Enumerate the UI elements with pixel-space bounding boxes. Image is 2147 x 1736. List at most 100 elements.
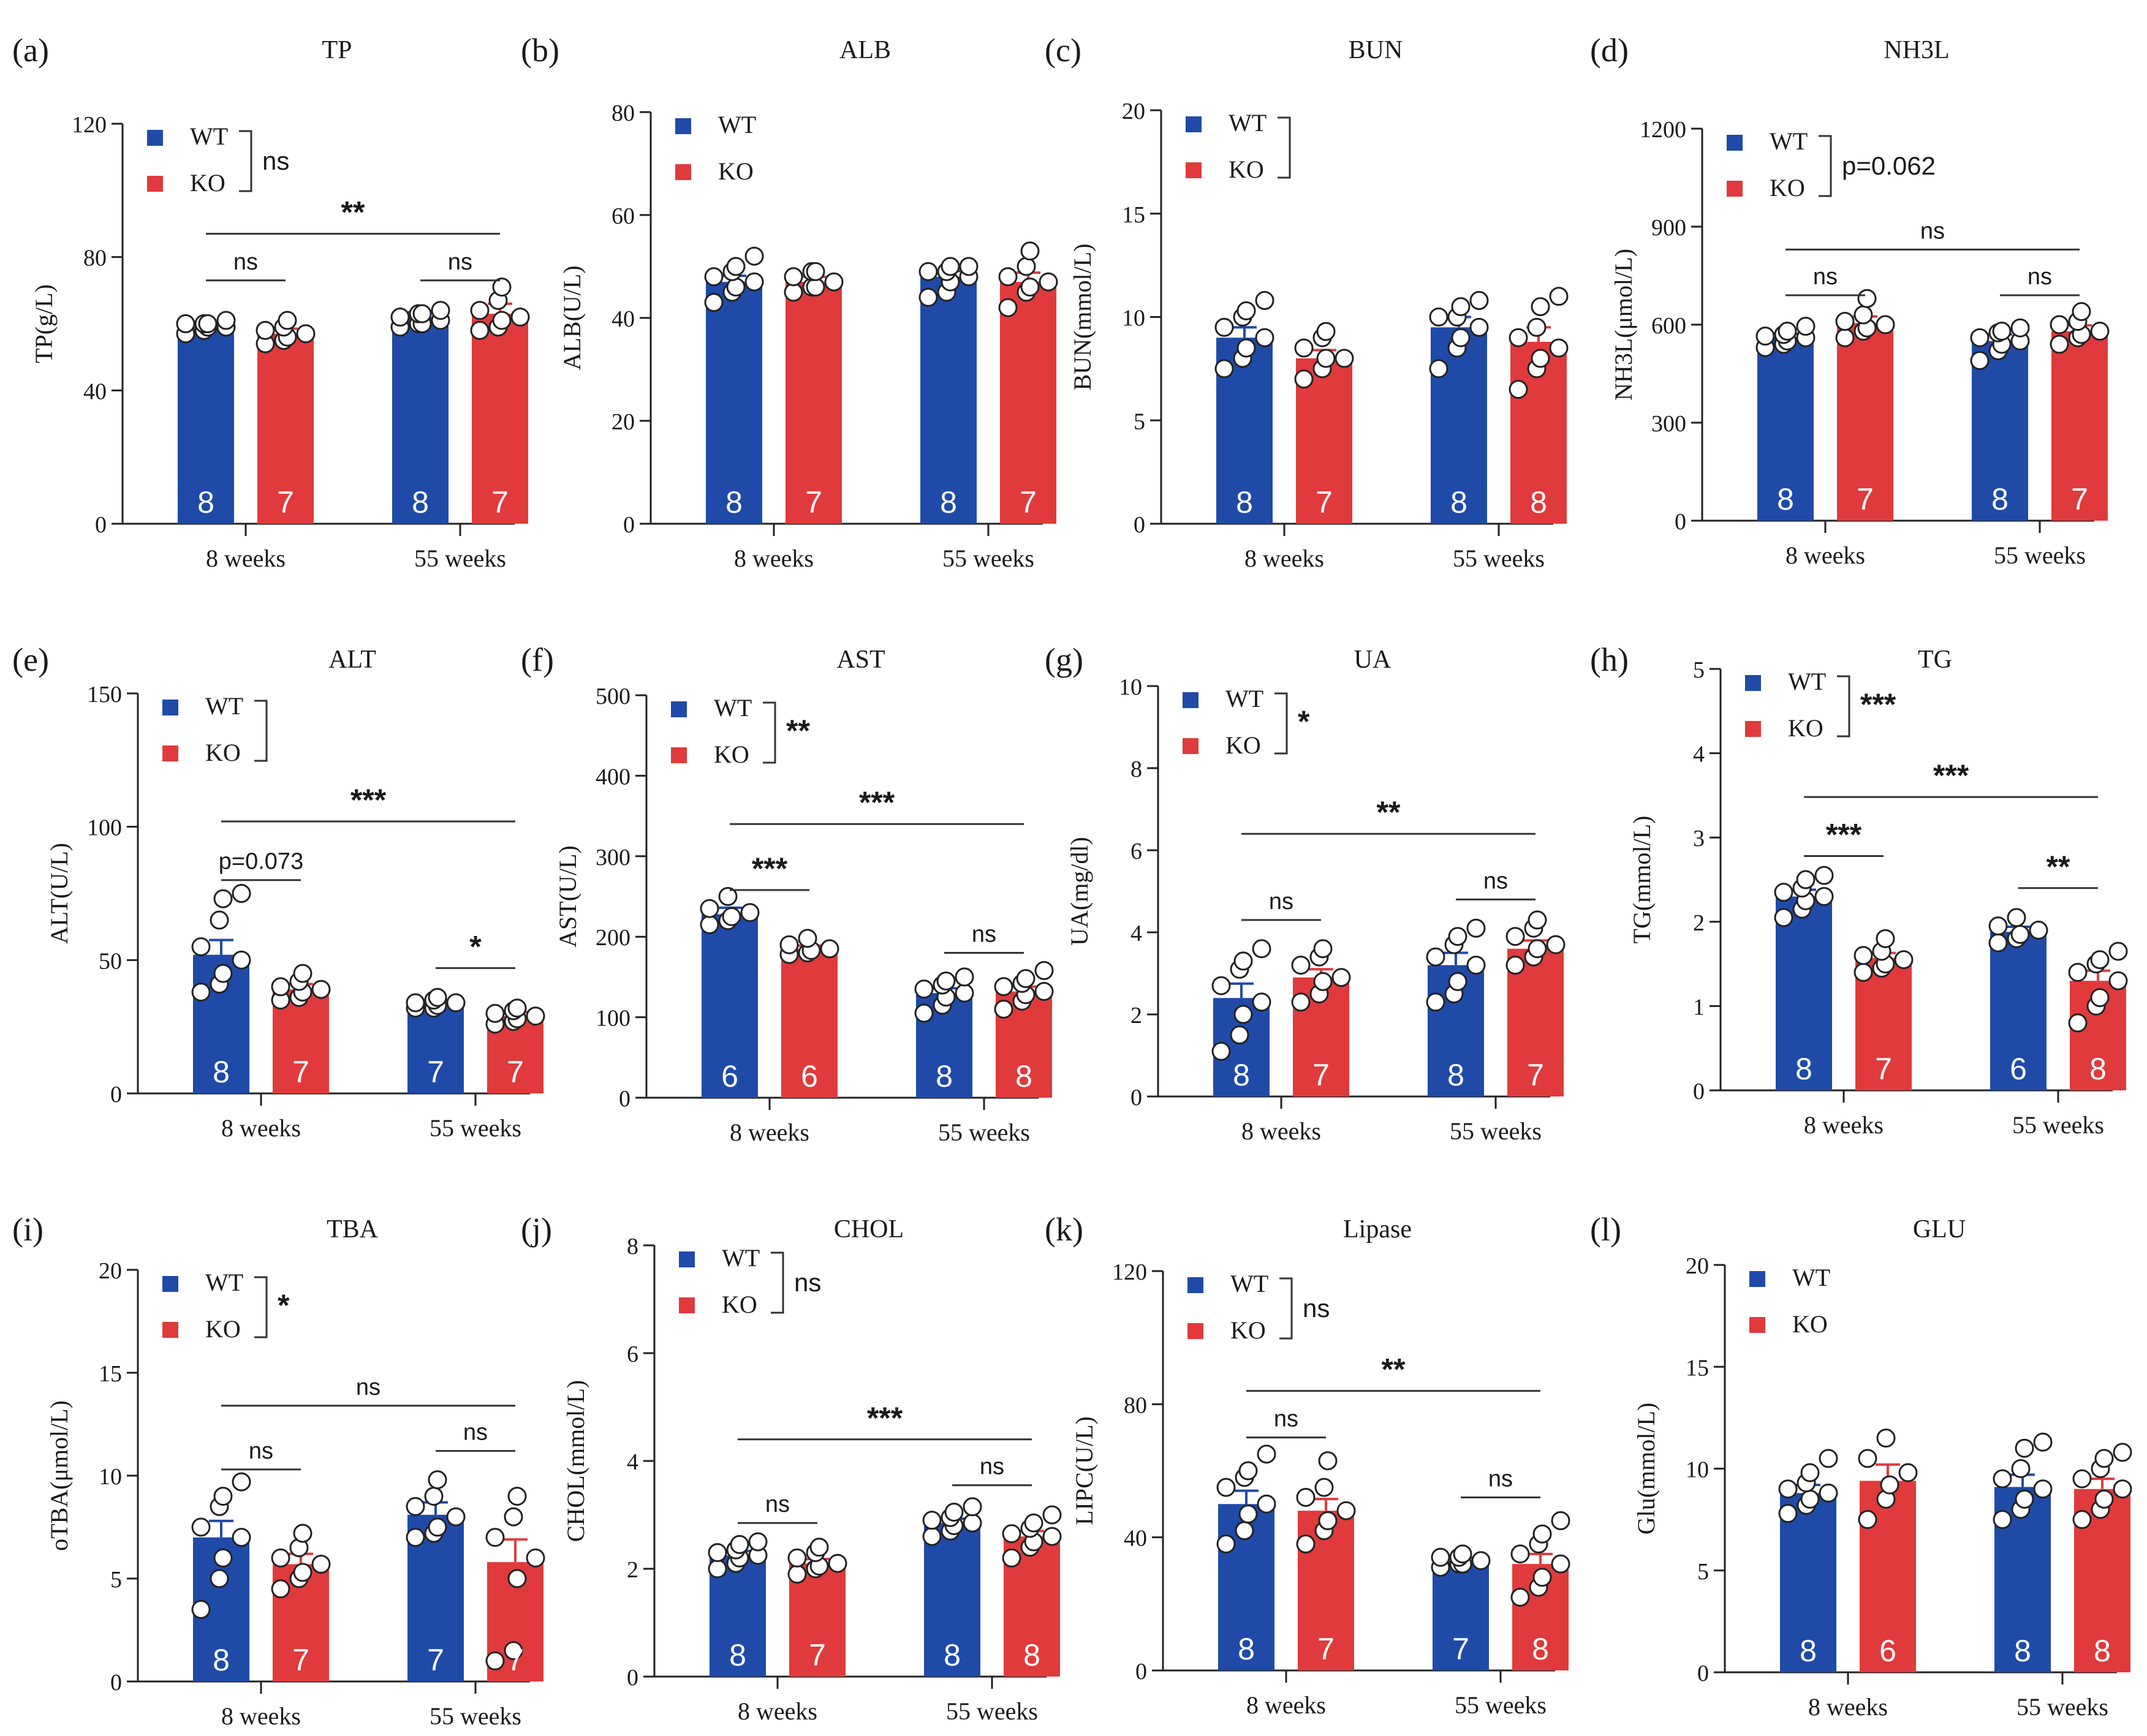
data-point-b	[1017, 257, 1036, 276]
legend-bracket	[763, 701, 776, 764]
y-tick-label-l: 0	[1697, 1661, 1709, 1686]
data-point-f	[1034, 960, 1054, 980]
data-point-l	[1876, 1428, 1896, 1448]
data-point-k	[1510, 1544, 1530, 1564]
y-tick-label-b: 60	[612, 203, 635, 229]
data-point-e	[428, 987, 447, 1007]
data-point-k	[1431, 1547, 1450, 1567]
data-point-j	[1042, 1505, 1062, 1525]
x-tick-label-d: 8 weeks	[1785, 542, 1865, 569]
n-label-i: 8	[213, 1643, 230, 1677]
y-tick-label-h: 0	[1693, 1079, 1705, 1104]
data-point-c	[1294, 338, 1314, 358]
legend-label-ko: KO	[1788, 714, 1823, 742]
legend-swatch-ko	[162, 1322, 178, 1338]
data-point-k	[1238, 1504, 1258, 1524]
data-point-e	[213, 964, 233, 983]
data-point-d	[1992, 322, 2012, 341]
y-tick-label-f: 300	[596, 845, 630, 870]
data-point-h	[2010, 924, 2030, 944]
legend-bracket-label: ***	[1860, 687, 1896, 722]
data-point-i	[191, 1517, 211, 1537]
chart-title-l: GLU	[1913, 1215, 1966, 1244]
data-point-a	[278, 311, 297, 330]
n-label-j: 8	[944, 1638, 961, 1672]
data-point-f	[1016, 969, 1036, 989]
panel-e: (e) ALT 0 50 100 150 ALT(U/L) 8 weeks 55 weeks 8 7…	[12, 641, 545, 1142]
n-label-d: 7	[2071, 482, 2088, 516]
data-point-b	[918, 287, 938, 307]
n-label-f: 8	[936, 1059, 953, 1093]
data-point-e	[485, 1003, 505, 1023]
data-point-b	[726, 277, 746, 297]
data-point-c	[1451, 328, 1471, 347]
bar-j-wt-1	[924, 1523, 980, 1677]
bar-f-wt-0	[702, 914, 758, 1098]
data-point-j	[963, 1513, 982, 1533]
y-tick-label-f: 400	[596, 764, 630, 790]
data-point-d	[1778, 322, 1797, 341]
data-point-j	[730, 1534, 749, 1554]
x-tick-label-h: 8 weeks	[1804, 1111, 1884, 1139]
x-tick-label-g: 8 weeks	[1241, 1117, 1321, 1145]
data-point-d	[2050, 334, 2069, 354]
y-axis-label-f: AST(U/L)	[554, 845, 581, 948]
data-point-b	[998, 298, 1018, 317]
y-axis-label-i: oTBA(μmol/L)	[45, 1400, 73, 1551]
data-point-d	[1755, 326, 1775, 346]
data-point-j	[708, 1559, 727, 1579]
data-point-i	[406, 1496, 425, 1516]
legend-swatch-wt	[162, 1276, 178, 1292]
y-axis-label-k: LIPC(U/L)	[1070, 1416, 1098, 1525]
data-point-e	[213, 889, 233, 908]
y-tick-label-a: 0	[95, 512, 107, 538]
data-point-l	[1898, 1463, 1918, 1482]
x-tick-label-j: 8 weeks	[738, 1697, 817, 1725]
legend-swatch-ko	[147, 176, 163, 192]
significance-label: ns	[1269, 889, 1293, 915]
data-point-h	[1876, 929, 1895, 948]
chart-title-j: CHOL	[834, 1215, 904, 1244]
chart-title-c: BUN	[1349, 36, 1403, 64]
data-point-l	[2113, 1479, 2132, 1499]
y-tick-label-h: 1	[1693, 994, 1705, 1020]
data-point-b	[744, 246, 764, 266]
data-point-f	[914, 979, 934, 999]
data-point-l	[2015, 1489, 2034, 1509]
legend-label-wt: WT	[205, 692, 243, 720]
significance-label: ***	[350, 783, 387, 817]
data-point-d	[1835, 312, 1855, 331]
data-point-a	[176, 314, 195, 333]
n-label-a: 8	[412, 485, 429, 519]
data-point-c	[1429, 308, 1448, 326]
y-tick-label-d: 600	[1651, 313, 1686, 339]
y-tick-label-b: 40	[612, 306, 635, 332]
data-point-e	[293, 964, 312, 983]
data-point-e	[191, 983, 211, 1002]
legend-swatch-wt	[675, 118, 691, 134]
legend-bracket-label: *	[1298, 704, 1310, 739]
legend-bracket	[254, 700, 268, 762]
y-axis-label-b: ALB(U/L)	[558, 265, 586, 370]
n-label-f: 8	[1015, 1059, 1032, 1093]
x-tick-label-l: 55 weeks	[2016, 1693, 2108, 1721]
n-label-b: 8	[940, 485, 957, 519]
significance-label: ***	[867, 1401, 903, 1435]
data-point-g	[1230, 1025, 1249, 1044]
y-tick-label-h: 2	[1693, 910, 1705, 936]
significance-label: **	[1377, 795, 1401, 829]
data-point-e	[311, 979, 331, 999]
x-tick-label-j: 55 weeks	[946, 1697, 1038, 1725]
x-tick-label-l: 8 weeks	[1808, 1693, 1888, 1721]
chart-title-a: TP	[322, 36, 352, 64]
y-tick-label-b: 20	[612, 409, 635, 435]
panel-a: (a) TP 0 40 80 120 TP(g/L) 8 weeks 55 weeks 8 8 7 7 W…	[12, 32, 530, 572]
significance-label: ns	[448, 249, 472, 275]
n-label-d: 7	[1857, 482, 1874, 516]
n-label-c: 8	[1450, 485, 1467, 519]
data-point-f	[798, 929, 817, 948]
y-tick-label-e: 100	[87, 815, 122, 841]
data-point-g	[1528, 910, 1547, 930]
bar-l-wt-0	[1780, 1493, 1836, 1672]
